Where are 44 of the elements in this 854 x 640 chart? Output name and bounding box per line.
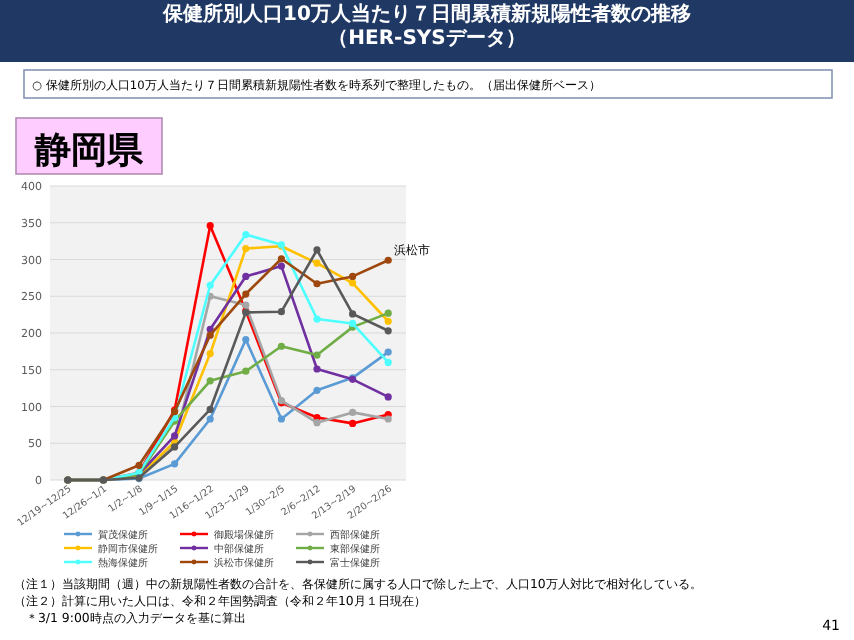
point [206,222,214,230]
point [206,331,214,339]
point [277,308,285,316]
point [242,336,250,344]
point [277,415,285,423]
point [242,367,250,375]
point [135,461,143,469]
point [349,272,357,280]
point [349,419,357,427]
point [384,317,392,325]
point [242,301,250,309]
point [206,349,214,358]
point [242,230,250,239]
point [384,327,392,335]
point [384,358,392,366]
point [206,281,214,289]
chart-title: 保健所別人口10万人当たり７日間累積新規陽性者数の推移（HER-SYSデータ） [160,4,693,52]
point [313,315,321,323]
point [313,351,321,359]
point [242,244,250,253]
point [313,280,321,288]
point [206,415,214,423]
point [171,432,179,440]
point [242,272,250,280]
point [349,279,357,287]
text: 静岡県 [33,130,145,172]
point [277,255,285,263]
point [277,262,285,270]
point [313,386,321,394]
point [384,348,392,356]
point [384,393,392,401]
point [349,310,357,318]
point [206,405,214,414]
point [349,408,357,416]
point [313,246,321,254]
point [242,290,250,298]
point [313,419,321,427]
point [277,342,285,350]
point [313,259,321,267]
point [384,309,392,317]
point [313,365,321,373]
point [171,460,179,468]
point [206,377,214,385]
point [384,256,392,264]
